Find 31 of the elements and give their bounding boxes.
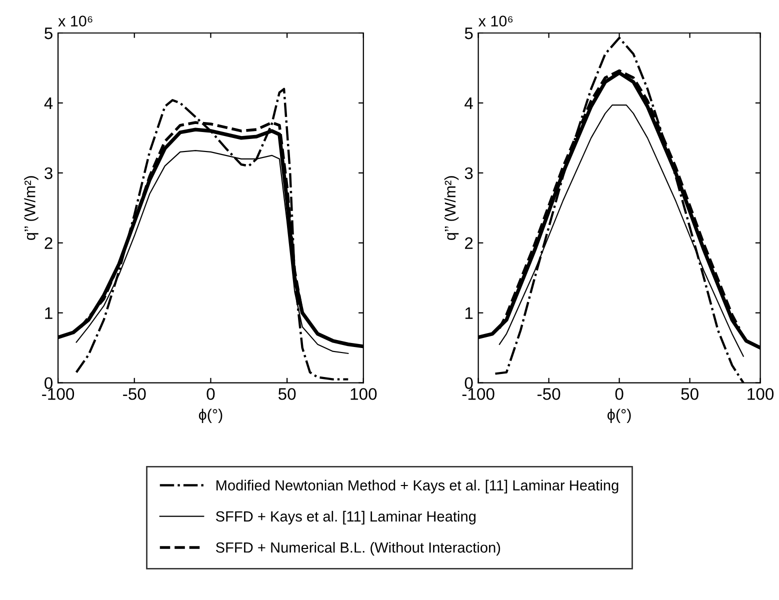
x-tick-label: -100 [42,388,74,400]
y-tick-label: 3 [44,167,52,180]
y-axis-title: q’’ (W/m²) [24,176,38,240]
y-tick-label: 5 [44,28,52,40]
x-tick-label: 0 [615,388,624,400]
y-tick-label: 2 [44,237,52,249]
x-tick-label: 0 [206,388,215,400]
x-tick-label: -50 [538,388,560,400]
legend-label: SFFD + Numerical B.L. (Without Interaction) [216,542,500,556]
legend-label: SFFD + Kays et al. [11] Laminar Heating [216,510,476,524]
x-tick-label: 50 [681,388,698,400]
y-tick-label: 1 [465,307,473,319]
text: x 10⁶ [58,16,92,26]
y-tick-label: 2 [465,237,473,249]
x-axis-title: ϕ(°) [607,408,631,423]
y-tick-label: 0 [44,377,53,390]
text: x 10⁶ [478,16,513,26]
y-tick-label: 5 [464,28,473,40]
y-tick-label: 3 [464,167,473,180]
legend-label: Modified Newtonian Method + Kays et al. [11] Laminar Heating [216,480,618,494]
x-tick-label: 100 [350,388,377,400]
y-tick-label: 1 [45,307,52,319]
y-tick-label: 0 [464,377,473,390]
x-tick-label: -100 [462,388,494,400]
y-tick-label: 4 [464,98,473,109]
x-tick-label: 100 [748,388,774,400]
y-tick-label: 4 [44,98,53,109]
x-tick-label: -50 [123,388,146,400]
x-axis-title: ϕ(°) [198,408,222,423]
x-tick-label: 50 [278,388,296,400]
y-axis-title: q’’ (W/m²) [444,176,459,240]
